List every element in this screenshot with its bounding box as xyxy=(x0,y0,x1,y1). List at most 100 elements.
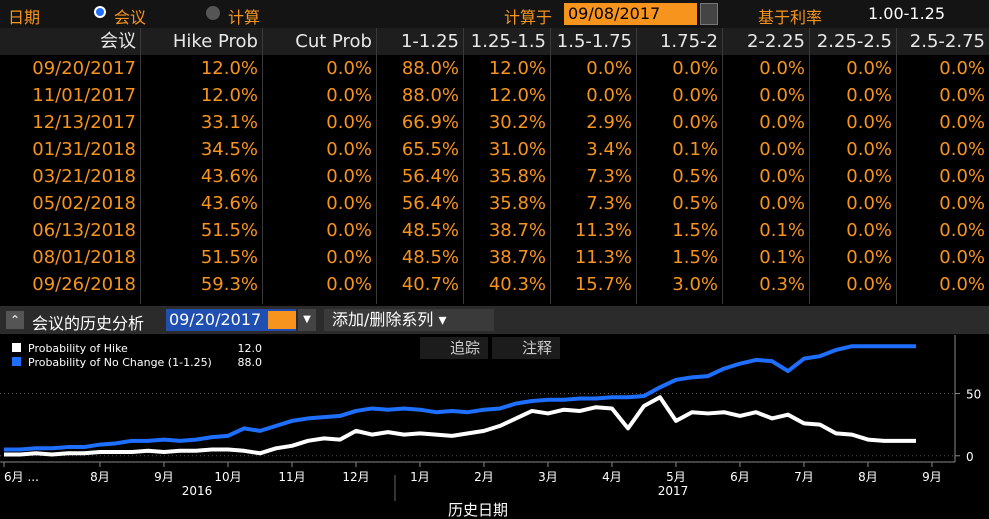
table-cell: 0.0% xyxy=(939,193,985,214)
column-header: Hike Prob xyxy=(140,28,262,55)
table-cell: 1.5% xyxy=(672,247,718,268)
toolbar: 日期 会议 计算 计算于 09/08/2017 基于利率 1.00-1.25 xyxy=(0,0,989,28)
legend-label: Probability of Hike xyxy=(28,342,128,355)
table-cell: 35.8% xyxy=(488,193,546,214)
table-cell: 38.7% xyxy=(488,220,546,241)
annotate-label[interactable]: 注释 xyxy=(522,339,552,357)
table-cell: 0.0% xyxy=(846,247,892,268)
meeting-date: 06/13/2018 xyxy=(32,220,136,241)
table-cell: 56.4% xyxy=(401,166,459,187)
table-cell: 0.0% xyxy=(326,112,372,133)
table-cell: 0.0% xyxy=(759,85,805,106)
table-cell: 48.5% xyxy=(401,247,459,268)
calc-label: 计算于 xyxy=(504,8,553,27)
table-cell: 0.0% xyxy=(846,274,892,295)
table-cell: 12.0% xyxy=(488,58,546,79)
x-tick-label: 2月 xyxy=(474,470,494,484)
x-tick-label: 8月 xyxy=(858,470,878,484)
x-tick-label: 3月 xyxy=(538,470,558,484)
column-separator xyxy=(722,28,723,304)
legend-value: 12.0 xyxy=(238,342,263,355)
table-cell: 0.0% xyxy=(672,58,718,79)
table-cell: 12.0% xyxy=(488,85,546,106)
table-cell: 0.0% xyxy=(939,58,985,79)
table-cell: 0.3% xyxy=(759,274,805,295)
series-button-label: 添加/删除系列 xyxy=(332,310,434,329)
radio-label[interactable]: 会议 xyxy=(114,8,147,27)
table-cell: 0.0% xyxy=(759,58,805,79)
column-header: 1-1.25 xyxy=(376,28,463,55)
table-cell: 66.9% xyxy=(401,112,459,133)
x-tick-label: 8月 xyxy=(90,470,110,484)
series-button[interactable]: 添加/删除系列 ▾ xyxy=(324,309,494,331)
table-cell: 0.0% xyxy=(846,166,892,187)
table-cell: 0.1% xyxy=(759,220,805,241)
track-button[interactable] xyxy=(420,337,488,359)
series-line xyxy=(4,344,916,452)
table-cell: 56.4% xyxy=(401,193,459,214)
x-tick-label: 9月 xyxy=(922,470,942,484)
column-header: 1.25-1.5 xyxy=(463,28,550,55)
table-cell: 33.1% xyxy=(200,112,258,133)
meeting-date: 12/13/2017 xyxy=(32,112,136,133)
base-rate-label: 基于利率 xyxy=(758,8,823,27)
radio-label[interactable]: 计算 xyxy=(228,8,261,27)
legend-label: Probability of No Change (1-1.25) xyxy=(28,356,212,369)
column-separator xyxy=(550,28,551,304)
table-cell: 2.9% xyxy=(586,112,632,133)
table-cell: 38.7% xyxy=(488,247,546,268)
column-header: 1.5-1.75 xyxy=(550,28,636,55)
x-tick-label: 10月 xyxy=(214,470,241,484)
table-cell: 1.5% xyxy=(672,220,718,241)
column-separator xyxy=(140,28,141,304)
column-separator xyxy=(376,28,377,304)
table-cell: 0.0% xyxy=(759,166,805,187)
table-cell: 0.0% xyxy=(326,274,372,295)
date-input[interactable]: 09/08/2017 xyxy=(564,3,697,25)
table-cell: 30.2% xyxy=(488,112,546,133)
radio[interactable] xyxy=(206,6,220,20)
y-tick-label: 50 xyxy=(966,388,981,402)
meeting-date: 11/01/2017 xyxy=(32,85,136,106)
chart: 追踪 注释 历史日期 0 50 6月 ... 8月 9月 10月 11月 12月 1月 2月 3月 4… xyxy=(0,335,981,519)
table-cell: 0.0% xyxy=(846,220,892,241)
x-tick-label: 1月 xyxy=(410,470,430,484)
table-cell: 48.5% xyxy=(401,220,459,241)
table-cell: 0.0% xyxy=(672,112,718,133)
table-cell: 0.0% xyxy=(846,139,892,160)
history-title: 会议的历史分析 xyxy=(32,314,145,333)
table-cell: 0.0% xyxy=(326,247,372,268)
x-axis-title: 历史日期 xyxy=(448,501,508,519)
annotate-button[interactable] xyxy=(492,337,560,359)
table-cell: 0.1% xyxy=(759,247,805,268)
table-cell: 51.5% xyxy=(200,247,258,268)
radio-selected[interactable] xyxy=(94,6,106,18)
table-cell: 7.3% xyxy=(586,193,632,214)
dropdown-button[interactable]: ▼ xyxy=(298,309,316,331)
table-cell: 0.0% xyxy=(939,85,985,106)
column-header: 会议 xyxy=(0,28,140,55)
track-label[interactable]: 追踪 xyxy=(450,339,480,357)
table-cell: 0.0% xyxy=(846,58,892,79)
legend-value: 88.0 xyxy=(238,356,263,369)
table-cell: 0.0% xyxy=(939,166,985,187)
table-cell: 11.3% xyxy=(574,220,632,241)
table-cell: 88.0% xyxy=(401,58,459,79)
calendar-button[interactable] xyxy=(700,3,718,25)
series-line xyxy=(4,395,916,457)
x-tick-label: 5月 xyxy=(666,470,686,484)
x-tick-label: 7月 xyxy=(794,470,814,484)
x-tick-label: 4月 xyxy=(602,470,622,484)
column-header: 2.5-2.75 xyxy=(896,28,989,55)
history-bar: ⌃ 会议的历史分析 09/20/2017 ▼ 添加/删除系列 ▾ xyxy=(0,306,989,334)
collapse-button[interactable]: ⌃ xyxy=(6,311,24,329)
column-header: Cut Prob xyxy=(262,28,376,55)
table-cell: 7.3% xyxy=(586,166,632,187)
table-cell: 40.7% xyxy=(401,274,459,295)
meeting-date: 09/20/2017 xyxy=(32,58,136,79)
table-cell: 0.0% xyxy=(586,58,632,79)
table-cell: 0.0% xyxy=(326,139,372,160)
meeting-input[interactable]: 09/20/2017 xyxy=(166,309,296,331)
table-cell: 0.0% xyxy=(326,85,372,106)
x-tick-label: 11月 xyxy=(278,470,305,484)
